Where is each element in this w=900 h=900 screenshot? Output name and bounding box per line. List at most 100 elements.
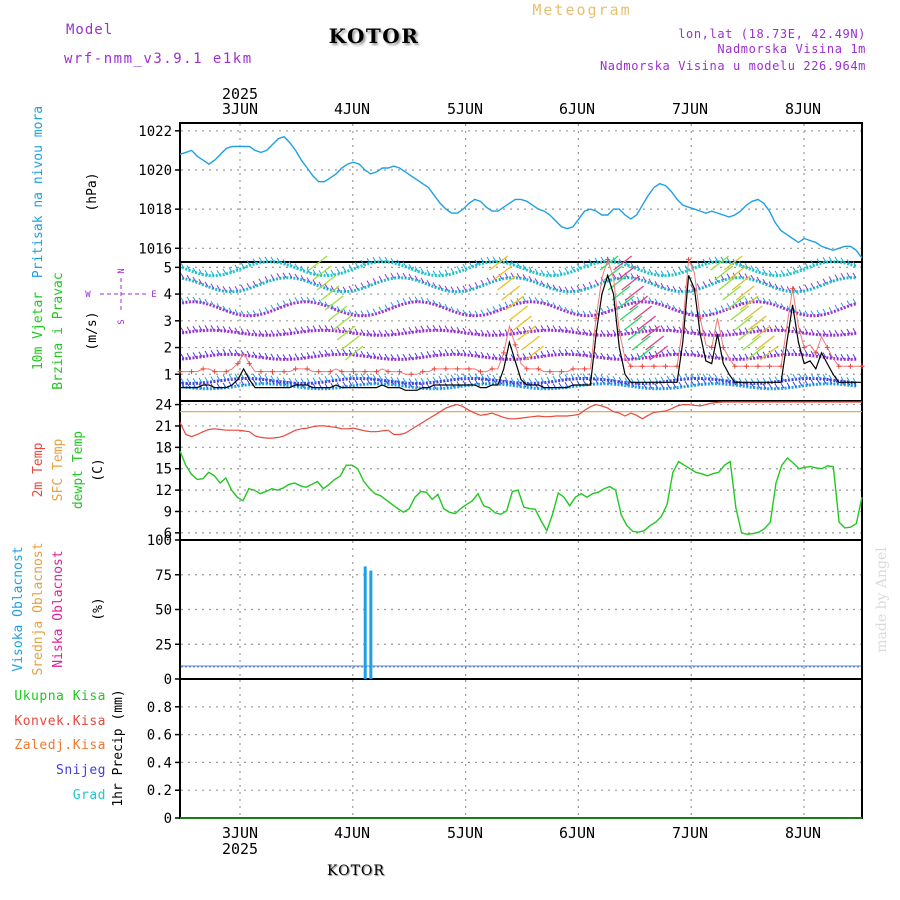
bottom-x-tick-label: 6JUN [559,824,595,842]
cloud-y-axis: 100 75 50 25 0 [147,533,180,688]
wind-ylabel-sub: Brzina i Pravac [51,272,66,389]
gust-arrow [521,335,540,351]
bottom-x-tick-label: 7JUN [672,824,708,842]
gust-marker [431,366,437,372]
gust-marker [801,345,807,351]
gust-marker [662,363,668,369]
gust-arrow [340,335,360,351]
y-tick-label: 100 [147,533,172,549]
top-x-tick-label: 7JUN [672,100,708,118]
top-x-tick-label: 6JUN [559,100,595,118]
y-tick-label: 1016 [138,241,172,257]
gust-marker [258,369,264,375]
precip-legend: Ukupna Kisa Konvek.Kisa Zaledj.Kisa Snij… [14,689,106,803]
temp-ylabel-2m: 2m Temp [31,442,46,497]
compass-n: N [117,268,127,273]
y-tick-label: 5 [164,260,172,276]
gust-marker [605,256,611,262]
legend-snow: Snijeg [56,763,106,778]
gust-arrow [649,345,669,361]
y-tick-label: 0.2 [147,783,172,799]
gust-arrow [627,325,647,341]
gust-marker [189,369,195,375]
gust-arrow [328,305,348,321]
wind-speed-line [180,273,862,391]
top-x-tick-label: 3JUN [222,100,258,118]
legend-conv-rain: Konvek.Kisa [14,714,106,729]
gust-marker [489,366,495,372]
wind-ylabel: 10m Vjetar [31,292,46,370]
gust-arrow [637,315,657,331]
gust-marker [859,363,865,369]
model-elevation-label: Nadmorska Visina u modelu 226.964m [600,59,866,73]
gust-arrow [723,255,743,271]
pressure-y-axis: 1022 1020 1018 1016 [138,124,180,257]
gust-marker [304,366,310,372]
gust-arrow [312,265,332,281]
coords-label: lon,lat (18.73E, 42.49N) [678,27,866,41]
gust-arrow [501,285,520,301]
top-year-label: 2025 [222,85,258,103]
gust-marker [720,345,726,351]
compass-rose: N W E S [85,268,156,324]
gust-marker [362,369,368,375]
gust-marker [177,369,183,375]
gust-marker [443,366,449,372]
gust-marker [847,363,853,369]
temp-ylabel-dew: dewpt Temp [71,431,86,509]
gust-arrow [731,275,751,291]
top-x-tick-labels: 3JUN 4JUN 5JUN 6JUN 7JUN 8JUN [222,100,821,118]
gust-arrow [615,295,635,311]
gust-arrow [746,345,766,361]
y-tick-label: 1022 [138,124,172,140]
gust-arrow [738,325,758,341]
gust-arrow [320,285,340,301]
gust-arrow [493,265,512,281]
gust-arrow [336,325,356,341]
y-tick-label: 0 [164,811,172,827]
wind-feathers [180,373,857,384]
gust-arrow [617,265,637,281]
gust-arrow [489,255,508,271]
temp-2m-line [179,401,862,439]
cloud-ylabel-low: Niska Oblacnost [51,550,66,667]
wind-band [181,377,858,386]
wind-gust-markers [177,256,865,377]
gust-marker [836,363,842,369]
chart-title: Meteogram [532,1,631,19]
gust-marker [651,363,657,369]
temp-unit: (C) [91,458,106,481]
gust-arrow [710,255,730,271]
gust-arrow [497,275,516,291]
y-tick-label: 12 [155,483,172,499]
gust-arrow [718,275,738,291]
gust-marker [628,363,634,369]
gust-arrow [513,315,532,331]
gust-marker [755,363,761,369]
wind-band [181,300,858,318]
precip-y-axis: 0.8 0.6 0.4 0.2 0 [147,700,180,827]
y-tick-label: 0.4 [147,755,172,771]
gust-marker [269,369,275,375]
gust-marker [790,286,796,292]
legend-total-rain: Ukupna Kisa [14,689,106,704]
compass-e: E [151,290,156,300]
gust-arrow [730,305,750,321]
top-x-tick-label: 5JUN [447,100,483,118]
gust-marker [558,369,564,375]
gust-arrow [332,315,352,331]
gust-marker [512,342,518,348]
y-tick-label: 0 [164,672,172,688]
gust-marker [524,366,530,372]
gust-arrow [739,295,759,311]
y-tick-label: 21 [155,419,172,435]
pressure-ylabel: Pritisak na nivou mora [31,106,46,278]
gust-marker [316,369,322,375]
wind-feathers [180,296,857,317]
wind-y-axis: 5 4 3 2 1 [164,260,180,383]
legend-freezing-rain: Zaledj.Kisa [14,738,106,753]
gust-marker [281,369,287,375]
pressure-line [179,135,863,259]
y-tick-label: 9 [164,504,172,520]
gust-arrow [742,335,762,351]
